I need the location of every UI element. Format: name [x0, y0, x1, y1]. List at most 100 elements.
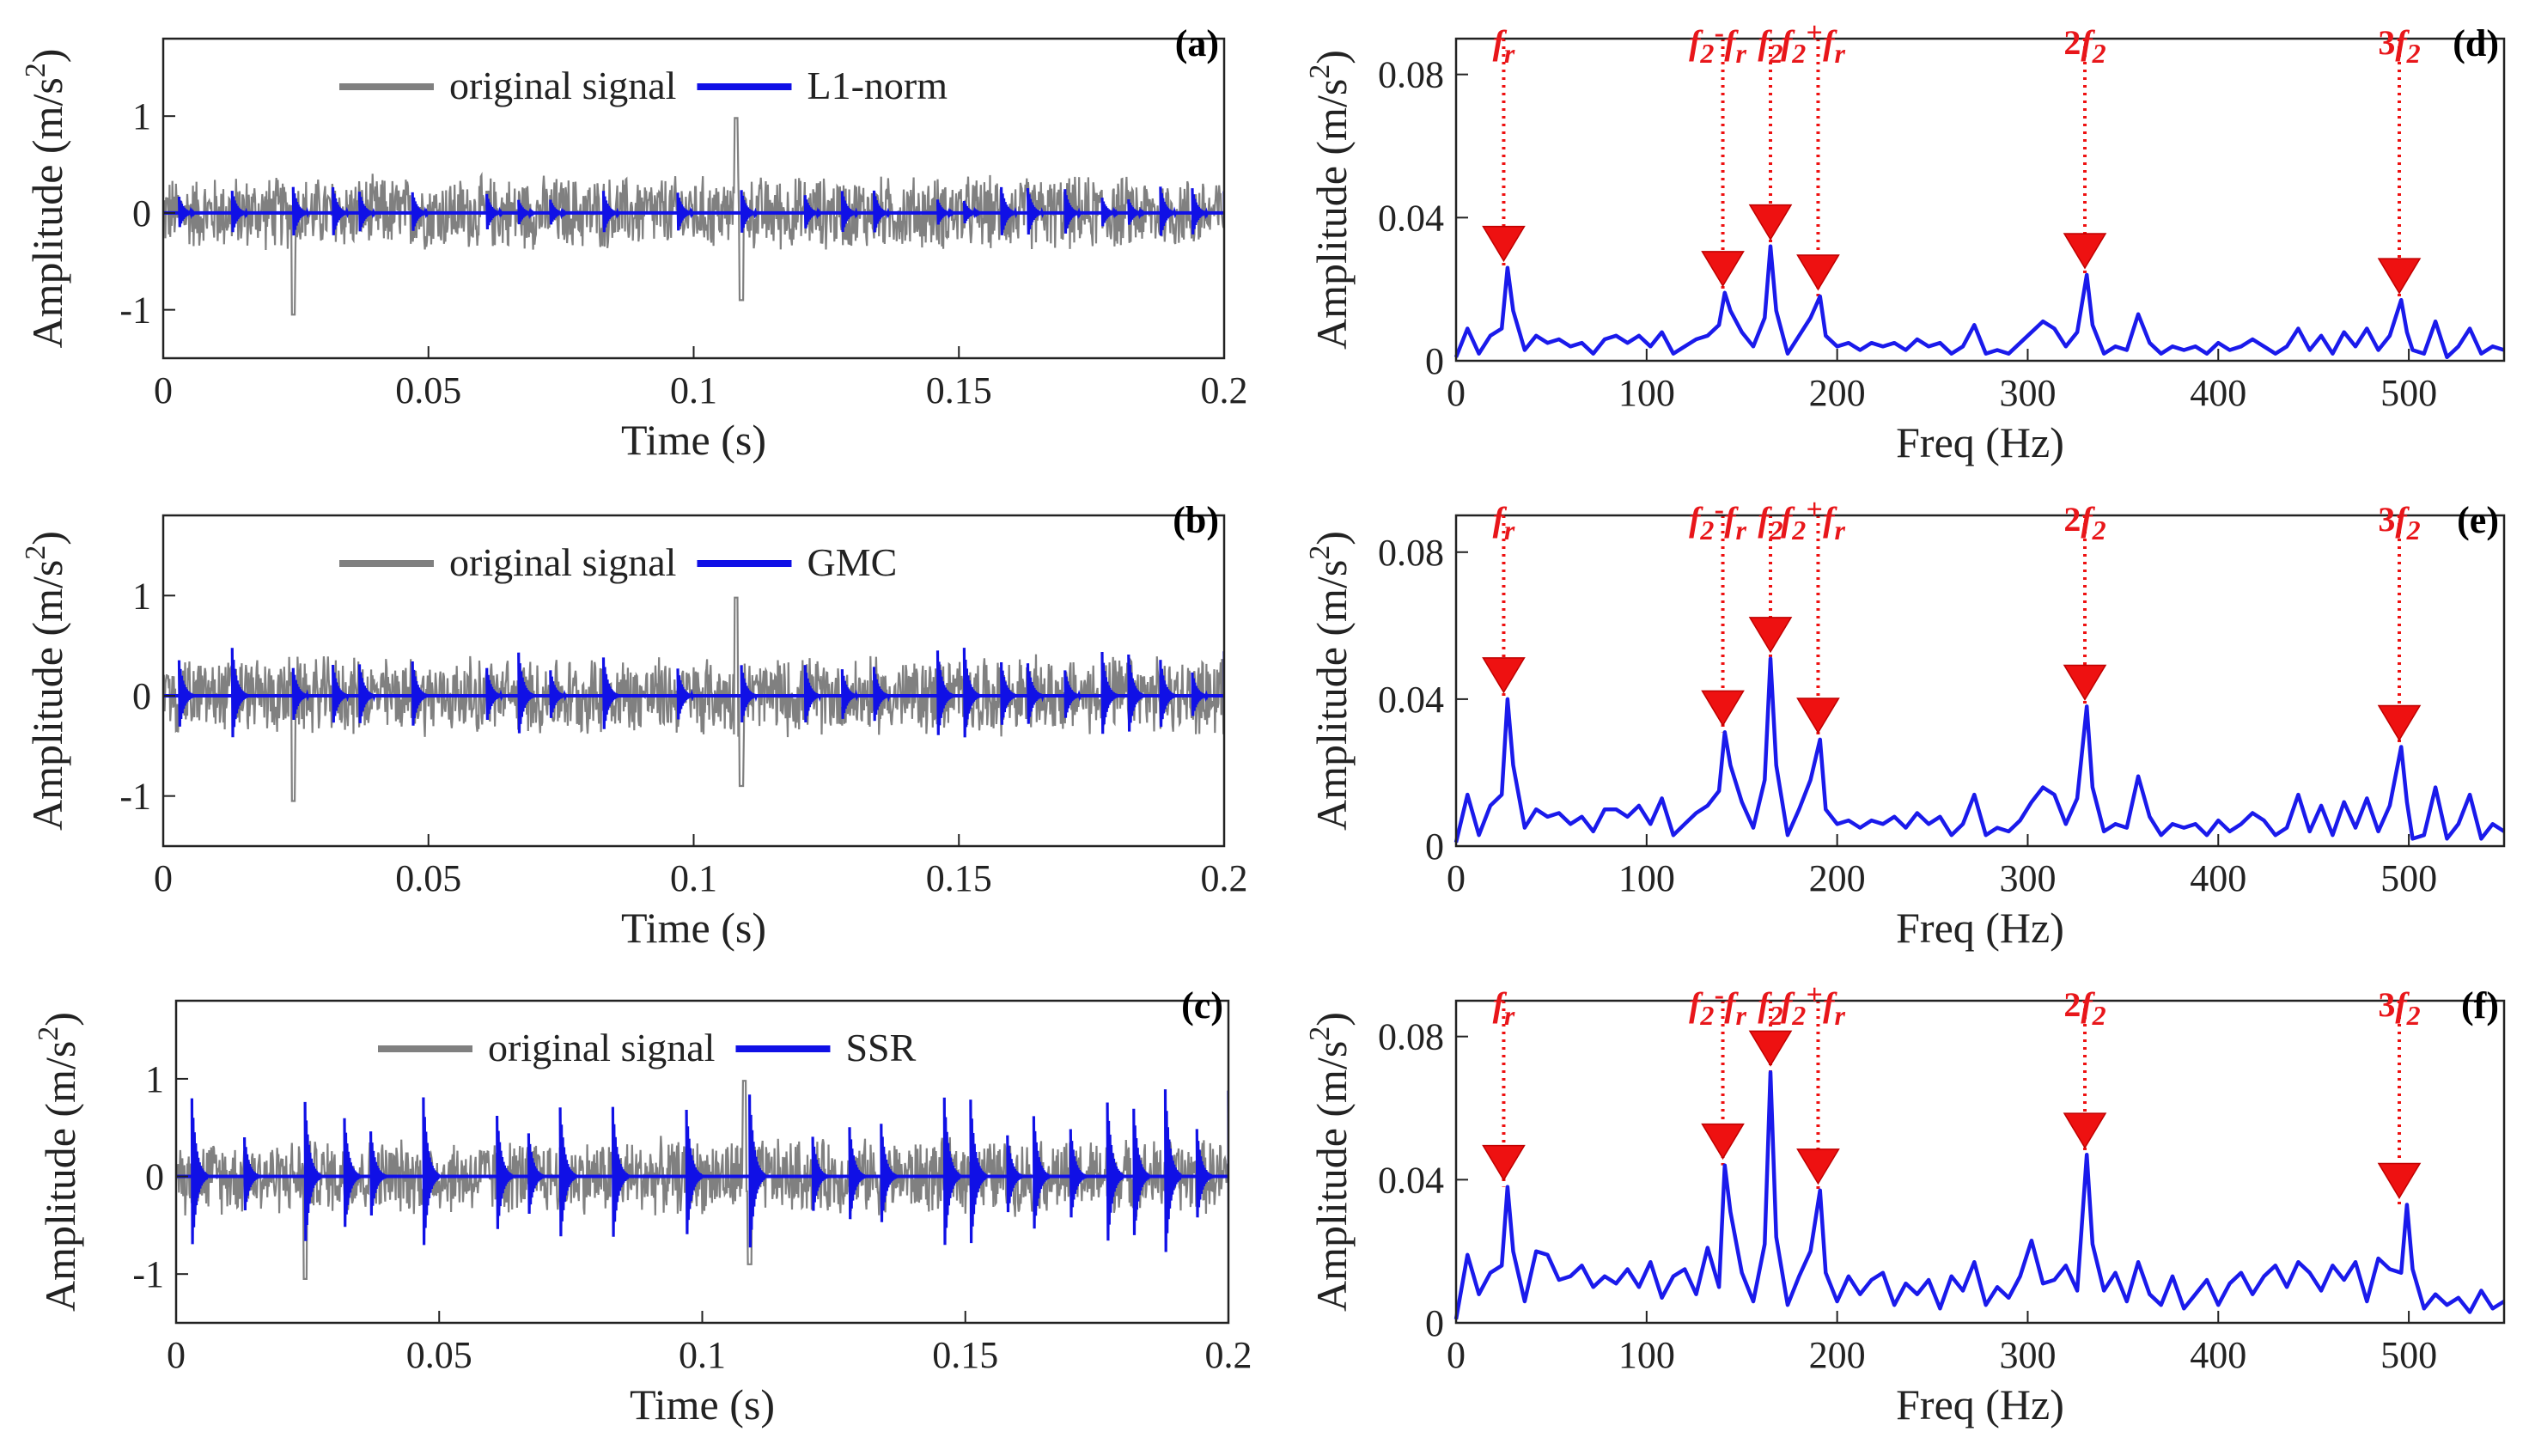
panel-f-marker-triangle-4 [2063, 1112, 2107, 1149]
panel-f-ytick-label: 0.08 [1378, 1016, 1444, 1058]
panel-c-impulse-2 [303, 1101, 322, 1241]
panel-f-marker-label-1: f2 - fr [1689, 979, 1746, 1031]
panel-e-axes-frame [1454, 514, 2506, 848]
panel-f-xtick-label: 0 [1447, 1334, 1466, 1376]
marker-sub: 2 [1769, 38, 1783, 69]
panel-c-impulse-12 [811, 1136, 830, 1211]
panel-a-impulse-20 [1100, 198, 1119, 227]
panel-d-ytick-label: 0 [1425, 340, 1444, 382]
marker-sub: r [1736, 515, 1747, 545]
panel-f-marker-triangle-2 [1748, 1030, 1793, 1067]
marker-sub: r [1834, 515, 1845, 545]
panel-c-legend-recovered: SSR [845, 1026, 916, 1069]
panel-b-ytick-label: 1 [132, 575, 151, 617]
panel-b-impulse-11 [740, 665, 759, 723]
panel-e-ylabel-tail: ) [1307, 531, 1356, 545]
marker-f: f [1758, 23, 1772, 62]
panel-f-marker-triangle-3 [1796, 1148, 1840, 1185]
panel-d-ytick-label: 0.08 [1378, 54, 1444, 96]
panel-a-legend-original: original signal [449, 64, 676, 107]
panel-c-ylabel-tail: ) [36, 1012, 84, 1027]
marker-f: f [2395, 985, 2410, 1024]
marker-op: + [1807, 494, 1823, 526]
panel-a-impulse-3 [332, 186, 350, 235]
panel-a-impulse-19 [1063, 189, 1082, 234]
panel-b-impulse-14 [872, 667, 891, 722]
panel-a-impulse-12 [803, 195, 822, 228]
panel-c-impulse-23 [1195, 1129, 1214, 1218]
marker-sub: r [1834, 38, 1845, 69]
panel-a-ylabel-sup: 2 [20, 63, 52, 77]
panel-e-marker-triangle-0 [1482, 657, 1526, 694]
panel-d-spectrum-line [1453, 244, 2505, 360]
panel-e-xtick-label: 300 [1999, 857, 2056, 899]
panel-b-xtick-label: 0.05 [395, 857, 461, 899]
panel-d-ylabel: Amplitude (m/s2) [1304, 50, 1356, 350]
panel-b-legend-recovered: GMC [807, 540, 897, 584]
panel-b-impulse-22 [1159, 660, 1178, 728]
panel-a-xtick-label: 0 [154, 369, 173, 411]
panel-b-impulse-21 [1127, 654, 1146, 732]
panel-e-marker-triangle-3 [1796, 698, 1840, 734]
panel-f-ytick-label: 0 [1425, 1302, 1444, 1344]
marker-sub: r [1504, 1000, 1515, 1031]
marker-op: - [1715, 494, 1724, 526]
panel-b-ylabel-sup: 2 [20, 545, 52, 560]
panel-d-xlabel: Freq (Hz) [1896, 418, 2064, 466]
panel-f-spectrum-line [1453, 1070, 2506, 1320]
panel-a-ylabel-main: Amplitude (m/s [23, 77, 71, 348]
panel-d-marker-triangle-5 [2377, 258, 2422, 295]
panel-b-xtick-label: 0 [154, 857, 173, 899]
panel-c-xtick-label: 0.1 [679, 1334, 726, 1376]
panel-c-impulse-10 [685, 1109, 704, 1234]
marker-f: f [1689, 500, 1703, 539]
marker-f: f [1758, 500, 1772, 539]
marker-f: f [1724, 23, 1739, 62]
panel-e-ytick-label: 0 [1425, 825, 1444, 868]
marker-f: f [2081, 985, 2095, 1024]
panel-e-marker-label-0: fr [1493, 500, 1515, 545]
marker-sub: 2 [2092, 38, 2106, 69]
panel-c-impulse-16 [969, 1100, 988, 1244]
panel-e-xtick-label: 200 [1809, 857, 1866, 899]
panel-b-xtick-label: 0.2 [1201, 857, 1248, 899]
panel-a-impulse-24 [1222, 191, 1224, 232]
marker-coef: 2 [2063, 500, 2081, 539]
marker-f: f [1781, 23, 1795, 62]
panel-c-impulse-22 [1163, 1089, 1182, 1252]
panel-c-impulse-0 [190, 1098, 209, 1245]
panel-e-marker-triangle-2 [1748, 617, 1793, 654]
panel-f-ylabel-sup: 2 [1304, 1027, 1336, 1041]
panel-b-impulse-6 [485, 667, 504, 721]
panel-b-impulse-20 [1100, 651, 1119, 734]
panel-f-marker-triangle-0 [1482, 1144, 1526, 1182]
panel-d-ylabel-sup: 2 [1304, 64, 1336, 79]
panel-f-xtick-label: 500 [2380, 1334, 2437, 1376]
panel-f: 0 100 200 300 400 500 0 0.04 0.08 Freq (Hz) Amplit… [1304, 979, 2506, 1429]
panel-b-xtick-label: 0.1 [670, 857, 717, 899]
panel-a-impulse-4 [357, 192, 376, 232]
panel-d-ylabel-tail: ) [1307, 50, 1356, 64]
panel-e-marker-triangle-5 [2377, 704, 2422, 741]
panel-e-marker-triangle-1 [1701, 690, 1745, 727]
panel-b-impulse-7 [517, 652, 536, 734]
panel-f-marker-label-2: f2 [1758, 985, 1782, 1031]
panel-c-plot-area [176, 1080, 1228, 1280]
panel-e-ylabel-main: Amplitude (m/s [1307, 560, 1356, 831]
marker-sub: 2 [2406, 38, 2421, 69]
panel-c-legend-original: original signal [488, 1026, 715, 1069]
panel-c-impulse-18 [1032, 1116, 1051, 1229]
panel-e-marker-label-5: 3f2 [2378, 500, 2420, 545]
panel-a-impulse-23 [1191, 188, 1210, 235]
panel-d-marker-label-2: f2 [1758, 23, 1782, 69]
marker-sub: 2 [1791, 515, 1806, 545]
panel-f-marker-triangle-1 [1701, 1123, 1745, 1161]
panel-b-impulse-9 [601, 657, 620, 729]
panel-b-impulse-16 [962, 648, 981, 738]
panel-e-xtick-label: 100 [1618, 857, 1675, 899]
panel-a-xtick-label: 0.1 [670, 369, 717, 411]
panel-f-ylabel: Amplitude (m/s2) [1304, 1012, 1356, 1312]
panel-a-impulse-22 [1159, 186, 1178, 236]
